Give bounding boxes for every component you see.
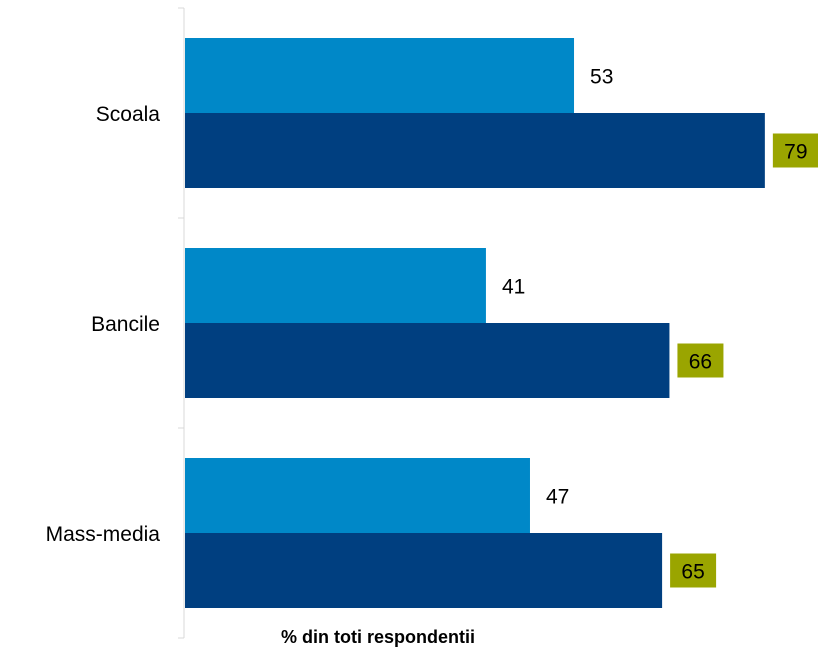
value-label: 66 [689,351,712,374]
category-label: Scoala [96,103,161,126]
bar [185,248,486,323]
value-label: 47 [546,486,569,509]
bar [185,113,765,188]
bar [185,38,575,113]
value-label: 53 [590,66,613,89]
y-axis [178,7,185,639]
labels: Scoala 53 79 Bancile 41 66 Mass-media 47 65 [46,66,818,588]
value-label-highlight [772,133,818,168]
bar [185,323,670,398]
x-axis-label: % din toti respondentii [281,627,475,647]
bar [185,458,530,533]
category-label: Mass-media [46,523,161,546]
value-label-highlight [677,343,724,378]
value-label: 79 [784,141,807,164]
value-label: 41 [502,276,525,299]
bars [185,38,765,608]
value-label-highlight [670,553,717,588]
bar [185,533,663,608]
category-label: Bancile [91,313,160,336]
value-label: 65 [681,561,704,584]
